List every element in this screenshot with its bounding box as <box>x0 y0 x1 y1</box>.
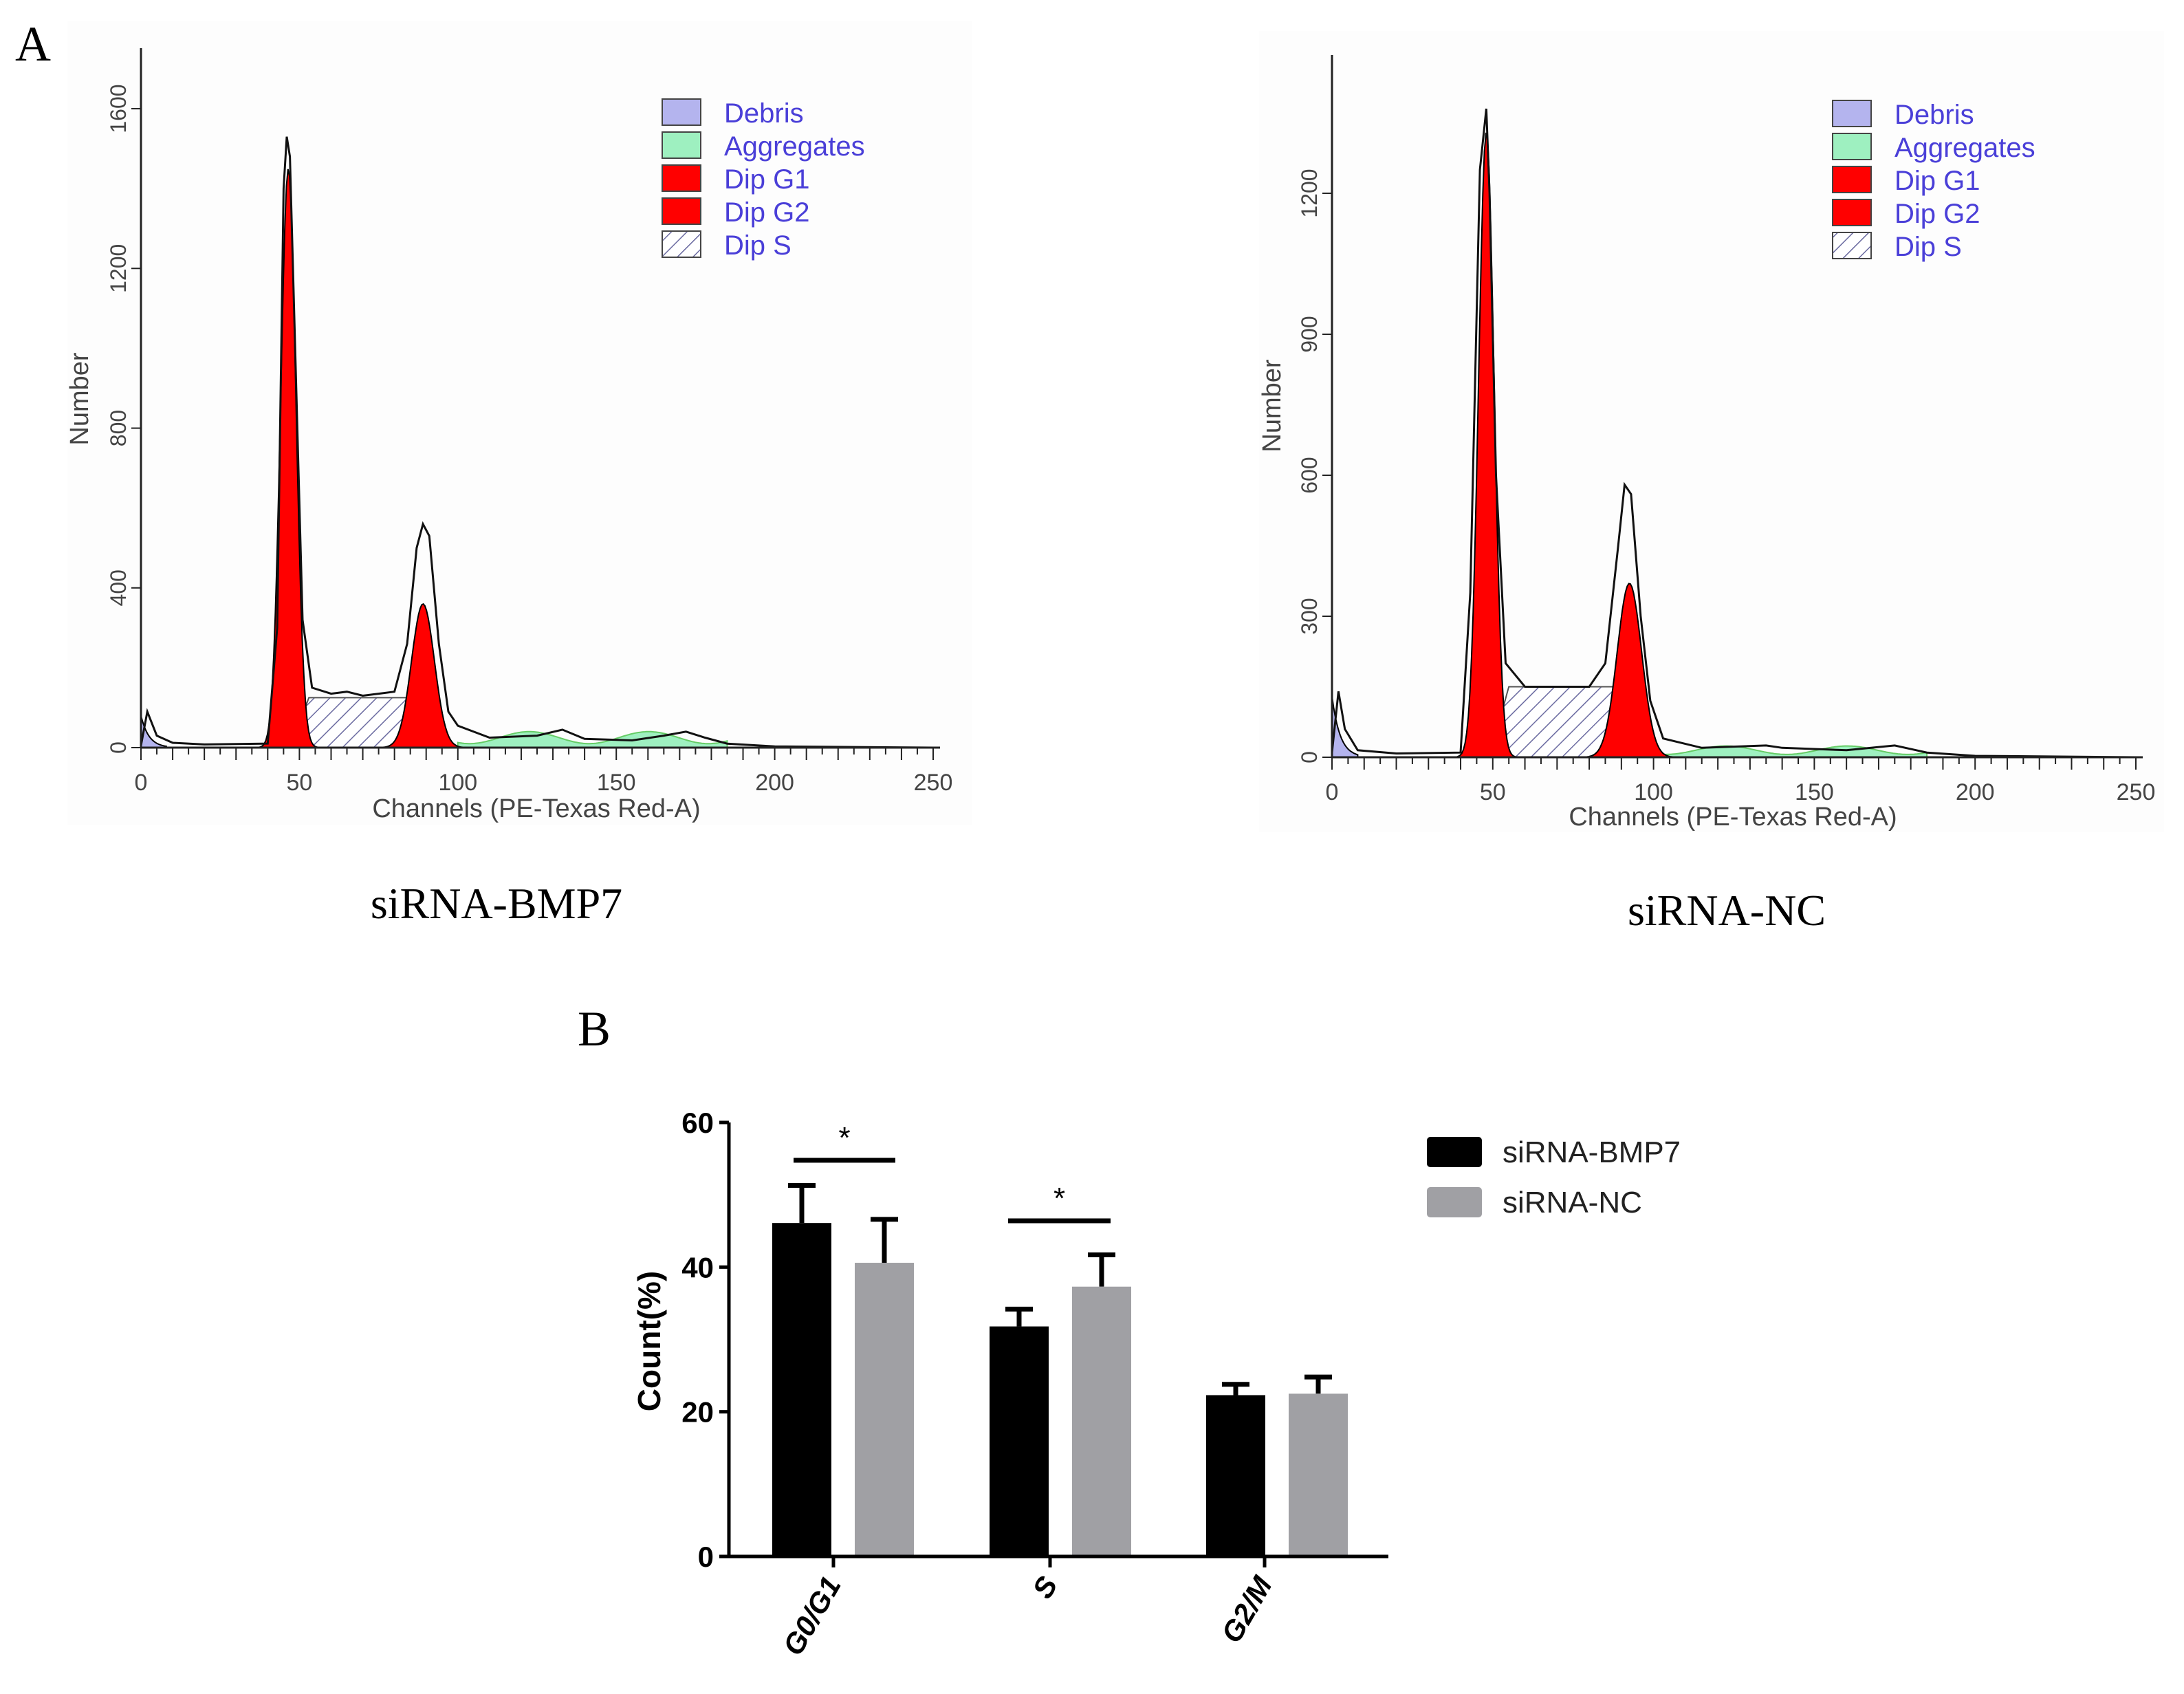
legend-label: Dip S <box>1894 232 1962 262</box>
legend-label: Dip G2 <box>724 197 810 228</box>
legend-label: siRNA-BMP7 <box>1503 1136 1681 1169</box>
legend-swatch <box>1832 199 1872 226</box>
y-tick-label: 900 <box>1297 316 1322 352</box>
y-tick-label: 0 <box>1297 751 1322 763</box>
y-tick-label: 0 <box>698 1541 714 1573</box>
x-tick-label: 0 <box>1326 779 1339 805</box>
bar-sirna-bmp7-s <box>990 1326 1049 1556</box>
x-tick-label: 50 <box>1480 779 1506 805</box>
bar-sirna-nc-s <box>1072 1286 1131 1556</box>
bar-chart-cell-cycle: Count(%) 0 20 40 60 G0/G1 S G2/M * * siRNA-BMP7 si… <box>631 1107 1681 1661</box>
y-tick-label: 1600 <box>106 84 131 133</box>
x-tick-label: 100 <box>1634 779 1673 805</box>
x-tick-label: 200 <box>755 770 794 796</box>
x-tick-label: S <box>1026 1571 1064 1604</box>
y-tick-label: 20 <box>681 1396 714 1429</box>
x-tick-label: 150 <box>597 770 636 796</box>
legend-label: Aggregates <box>724 131 865 162</box>
legend-label: Debris <box>724 98 804 129</box>
histogram-sirna-nc: Channels (PE-Texas Red-A) Number siRNA-N… <box>1258 31 2164 935</box>
y-tick-label: 600 <box>1297 457 1322 493</box>
significance-star: * <box>1053 1182 1065 1215</box>
y-tick-label: 40 <box>681 1251 714 1283</box>
caption: siRNA-NC <box>1628 886 1826 935</box>
dip-g1-area <box>256 169 319 748</box>
y-axis-label: Count(%) <box>631 1271 667 1411</box>
y-tick-label: 300 <box>1297 598 1322 634</box>
legend-label: siRNA-NC <box>1503 1186 1642 1219</box>
plot-background <box>67 21 972 825</box>
x-axis-label: Channels (PE-Texas Red-A) <box>372 794 700 823</box>
legend-label: Dip G1 <box>1894 166 1980 196</box>
y-axis-label: Number <box>65 352 94 445</box>
legend-swatch <box>1832 133 1872 160</box>
legend-swatch <box>1832 232 1872 259</box>
legend-label: Dip G1 <box>724 164 810 195</box>
y-tick-label: 1200 <box>106 244 131 293</box>
legend-swatch <box>1427 1137 1482 1167</box>
x-tick-label: G2/M <box>1215 1570 1279 1648</box>
legend-swatch <box>662 131 701 159</box>
x-tick-label: 0 <box>135 770 148 796</box>
panel-label-b: B <box>578 1001 611 1056</box>
bar-sirna-nc-g0-g1 <box>855 1263 914 1556</box>
legend-label: Aggregates <box>1894 133 2035 163</box>
x-axis-label: Channels (PE-Texas Red-A) <box>1569 803 1897 832</box>
histogram-sirna-bmp7: Channels (PE-Texas Red-A) Number siRNA-B… <box>65 21 972 928</box>
legend-swatch <box>662 197 701 225</box>
legend-swatch <box>1832 100 1872 127</box>
x-tick-label: 100 <box>438 770 477 796</box>
x-tick-label: G0/G1 <box>776 1571 847 1661</box>
y-tick-label: 0 <box>106 741 131 754</box>
x-tick-label: 250 <box>2117 779 2156 805</box>
total-histogram-line <box>140 136 934 749</box>
y-axis-label: Number <box>1258 359 1287 452</box>
dip-g2-area <box>1579 583 1679 758</box>
panel-label-a: A <box>15 17 51 72</box>
x-tick-label: 250 <box>914 770 953 796</box>
x-tick-label: 200 <box>1956 779 1995 805</box>
plot-background <box>1259 31 2164 832</box>
legend-swatch <box>662 230 701 258</box>
y-tick-label: 60 <box>681 1107 714 1139</box>
dip-g2-area <box>376 602 469 748</box>
legend-label: Debris <box>1894 100 1974 130</box>
legend-swatch <box>1427 1187 1482 1217</box>
legend-swatch <box>662 164 701 192</box>
significance-star: * <box>838 1121 850 1155</box>
total-histogram-line <box>1331 108 2137 759</box>
legend-label: Dip S <box>724 230 791 261</box>
bar-sirna-bmp7-g0-g1 <box>772 1223 831 1556</box>
y-tick-label: 800 <box>106 410 131 446</box>
x-tick-label: 150 <box>1795 779 1834 805</box>
legend-label: Dip G2 <box>1894 199 1980 229</box>
bar-sirna-nc-g2-m <box>1289 1393 1348 1556</box>
y-tick-label: 400 <box>106 569 131 606</box>
legend-swatch <box>1832 166 1872 193</box>
caption: siRNA-BMP7 <box>371 879 622 928</box>
bar-sirna-bmp7-g2-m <box>1206 1395 1265 1556</box>
y-tick-label: 1200 <box>1297 169 1322 217</box>
x-tick-label: 50 <box>286 770 312 796</box>
legend-swatch <box>662 98 701 126</box>
